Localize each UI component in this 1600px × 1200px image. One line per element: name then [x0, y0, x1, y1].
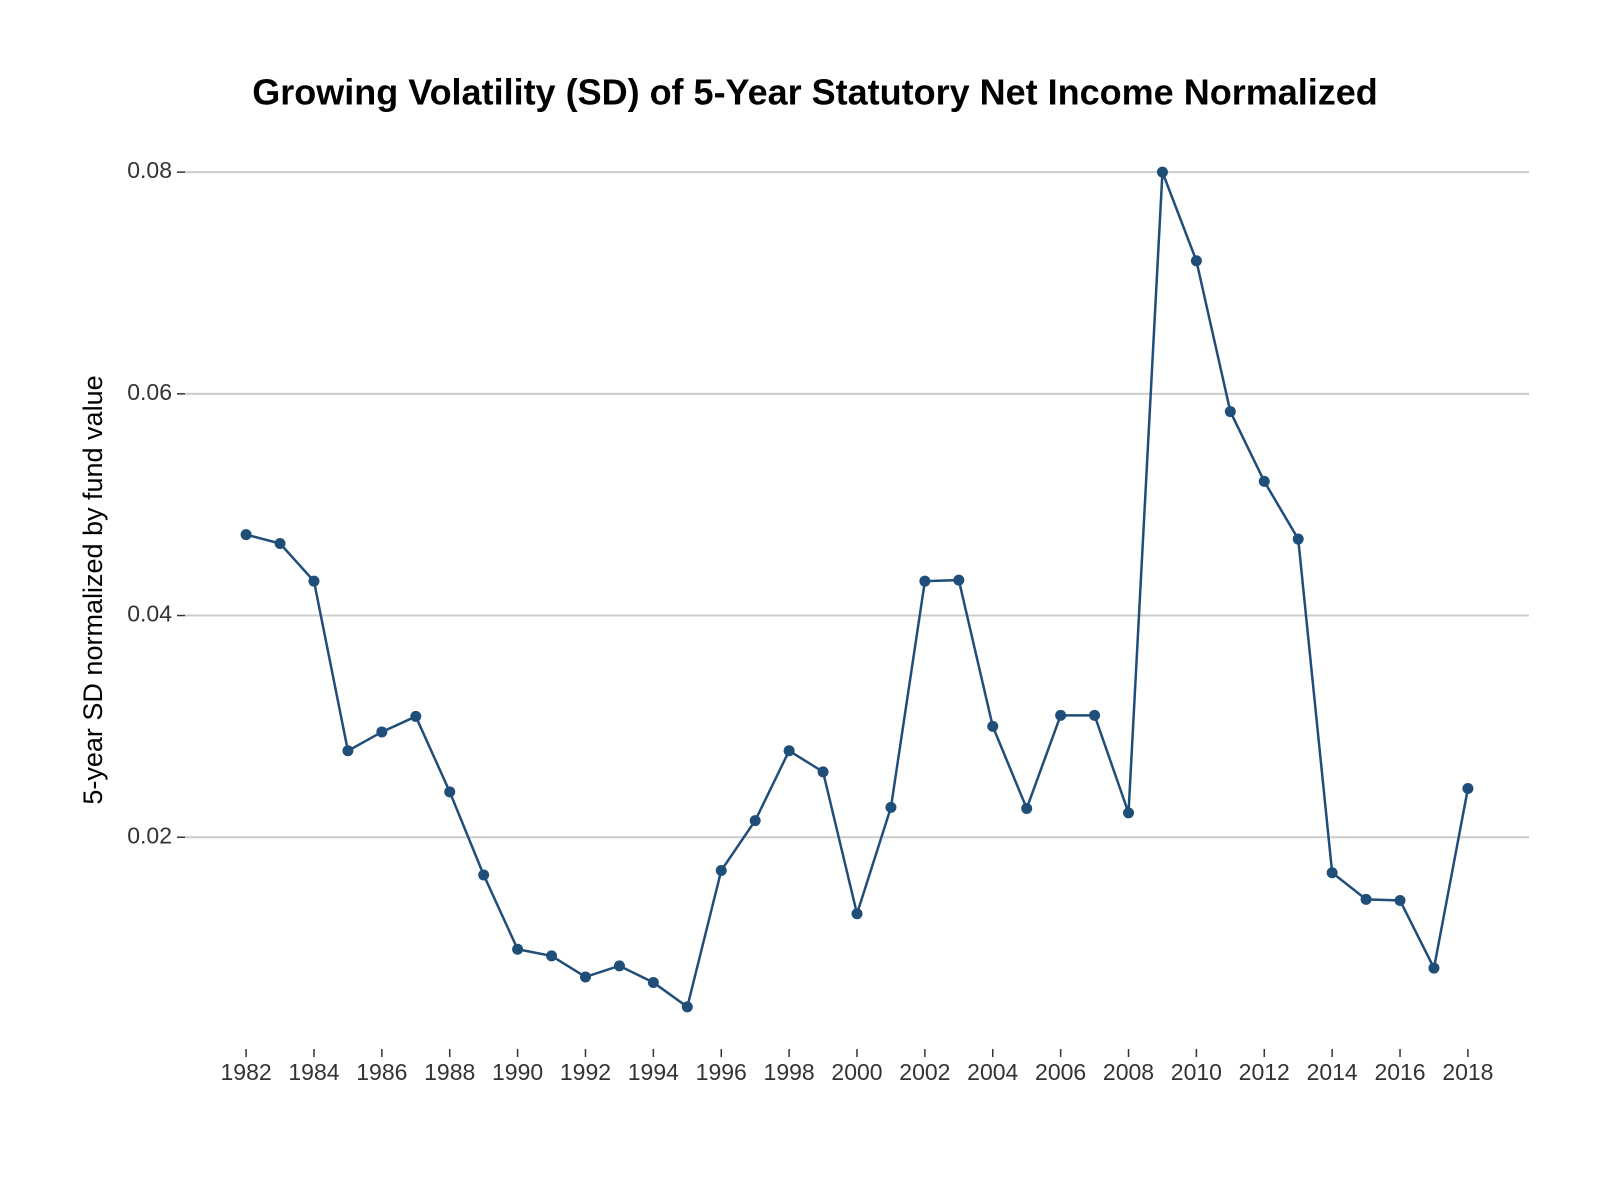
- point: [953, 574, 965, 586]
- x-tick-label: 2004: [967, 1059, 1018, 1085]
- point: [1428, 962, 1440, 974]
- point: [1055, 709, 1067, 721]
- x-tick-label: 2006: [1035, 1059, 1086, 1085]
- point: [715, 865, 727, 877]
- point: [1292, 533, 1304, 545]
- x-tick-label: 1996: [696, 1059, 747, 1085]
- point: [274, 537, 286, 549]
- point: [1462, 782, 1474, 794]
- x-tick-label: 2014: [1307, 1059, 1358, 1085]
- y-tick-label: 0.08: [127, 157, 172, 183]
- point: [308, 575, 320, 587]
- point: [1123, 807, 1135, 819]
- point: [1258, 475, 1270, 487]
- x-tick-label: 1994: [628, 1059, 679, 1085]
- point: [1089, 709, 1101, 721]
- point: [240, 529, 252, 541]
- point: [342, 745, 354, 757]
- x-tick-label: 1982: [221, 1059, 272, 1085]
- y-tick-label: 0.02: [127, 822, 172, 848]
- point: [410, 710, 422, 722]
- point: [817, 766, 829, 778]
- x-tick-label: 1992: [560, 1059, 611, 1085]
- x-tick-label: 2010: [1171, 1059, 1222, 1085]
- point: [1021, 802, 1033, 814]
- chart-title: Growing Volatility (SD) of 5-Year Statut…: [252, 72, 1378, 113]
- point: [1394, 894, 1406, 906]
- point: [1326, 867, 1338, 879]
- point: [919, 575, 931, 587]
- point: [546, 950, 558, 962]
- point: [647, 976, 659, 988]
- y-tick-label: 0.04: [127, 601, 172, 627]
- x-tick-label: 1990: [492, 1059, 543, 1085]
- y-tick-label: 0.06: [127, 379, 172, 405]
- point: [444, 786, 456, 798]
- point: [1156, 166, 1168, 178]
- point: [749, 815, 761, 827]
- x-tick-label: 2012: [1239, 1059, 1290, 1085]
- point: [885, 801, 897, 813]
- point: [478, 869, 490, 881]
- point: [512, 943, 524, 955]
- point: [613, 960, 625, 972]
- x-tick-label: 1986: [356, 1059, 407, 1085]
- point: [987, 720, 999, 732]
- x-tick-label: 2016: [1374, 1059, 1425, 1085]
- point: [783, 745, 795, 757]
- point: [376, 726, 388, 738]
- y-axis-label: 5-year SD normalized by fund value: [78, 375, 108, 804]
- point: [851, 908, 863, 920]
- point: [579, 971, 591, 983]
- point: [1224, 406, 1236, 418]
- x-tick-label: 2000: [831, 1059, 882, 1085]
- line: [245, 171, 1470, 1009]
- point: [1190, 255, 1202, 267]
- x-tick-label: 2018: [1442, 1059, 1493, 1085]
- point: [681, 1001, 693, 1013]
- point: [1360, 893, 1372, 905]
- x-tick-label: 1988: [424, 1059, 475, 1085]
- x-tick-label: 2002: [899, 1059, 950, 1085]
- x-tick-label: 2008: [1103, 1059, 1154, 1085]
- x-tick-label: 1984: [288, 1059, 339, 1085]
- x-tick-label: 1998: [764, 1059, 815, 1085]
